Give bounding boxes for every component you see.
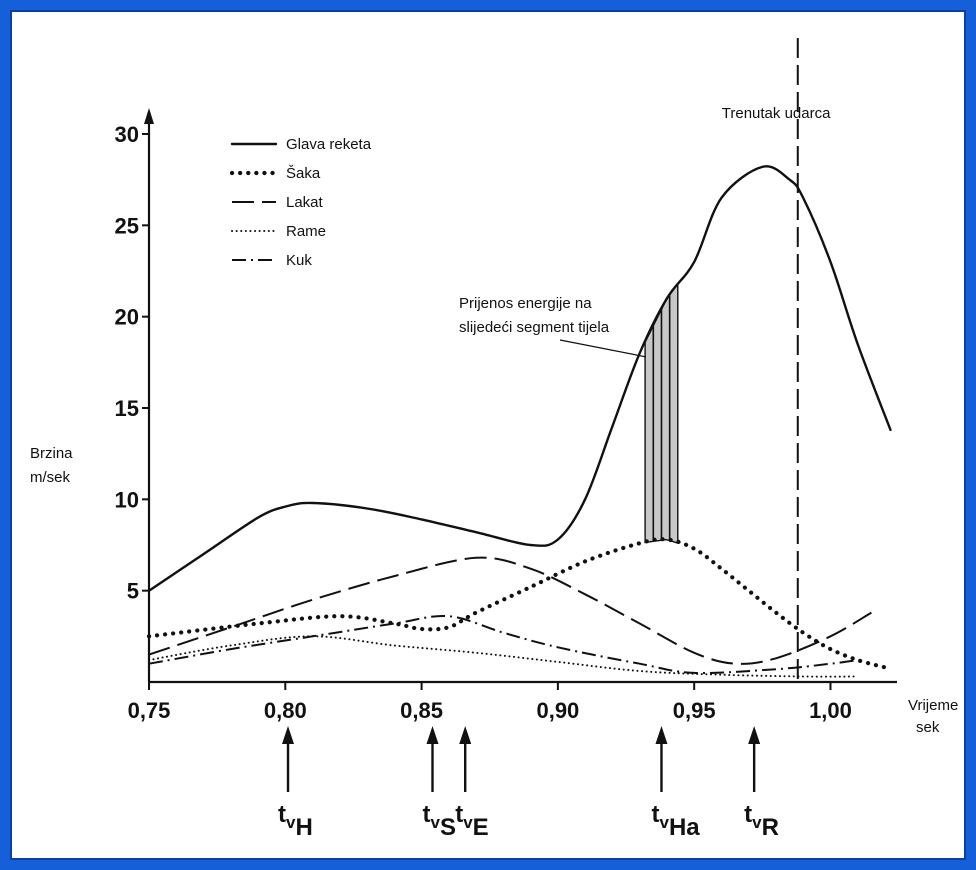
legend-entry-2: Lakat — [286, 194, 324, 211]
y-tick-label-1: 10 — [115, 487, 139, 512]
impact-line-label: Trenutak udarca — [722, 105, 831, 122]
time-marker-arrowhead-3 — [655, 726, 668, 744]
legend-entry-4: Kuk — [286, 252, 312, 269]
time-marker-label-3: tvHa — [651, 801, 700, 841]
x-tick-label-0: 0,75 — [128, 698, 171, 723]
x-tick-label-1: 0,80 — [264, 698, 307, 723]
energy-transfer-label-line1: Prijenos energije na — [459, 295, 592, 312]
time-marker-arrowhead-2 — [459, 726, 472, 744]
time-marker-label-0: tvH — [278, 801, 313, 841]
series-line-4 — [148, 614, 858, 675]
series-line-3 — [148, 635, 859, 678]
y-tick-label-3: 20 — [115, 305, 139, 330]
energy-transfer-leader — [559, 339, 646, 358]
x-tick-label-4: 0,95 — [673, 698, 716, 723]
time-marker-arrowhead-1 — [426, 726, 439, 744]
y-axis-arrow — [144, 108, 154, 124]
x-axis-label-line2: sek — [916, 719, 940, 736]
time-marker-label-2: tvE — [455, 801, 488, 841]
time-marker-arrowhead-0 — [282, 726, 295, 744]
time-marker-label-1: tvS — [422, 801, 455, 841]
y-tick-label-4: 25 — [115, 213, 139, 238]
x-tick-label-2: 0,85 — [400, 698, 443, 723]
y-tick-label-2: 15 — [115, 396, 139, 421]
x-tick-label-3: 0,90 — [536, 698, 579, 723]
series-line-0 — [147, 165, 892, 592]
energy-transfer-label-line2: slijedeći segment tijela — [459, 319, 610, 336]
chart-frame: 0,75 0,80 0,85 0,90 0,95 1,00 5 10 15 20 25 30 Brzin… — [10, 10, 966, 860]
velocity-chart: 0,75 0,80 0,85 0,90 0,95 1,00 5 10 15 20 25 30 Brzin… — [30, 38, 958, 841]
time-marker-label-4: tvR — [744, 801, 779, 841]
y-axis-label-line2: m/sek — [30, 469, 71, 486]
series-line-1 — [146, 537, 888, 670]
y-axis-label-line1: Brzina — [30, 445, 73, 462]
x-tick-label-5: 1,00 — [809, 698, 852, 723]
legend-entry-0: Glava reketa — [286, 136, 372, 153]
series-line-2 — [148, 556, 872, 665]
y-tick-label-0: 5 — [127, 579, 139, 604]
time-marker-arrowhead-4 — [748, 726, 761, 744]
legend-entry-1: Šaka — [286, 165, 321, 182]
legend-entry-3: Rame — [286, 223, 326, 240]
y-tick-label-5: 30 — [115, 122, 139, 147]
x-axis-label-line1: Vrijeme — [908, 697, 958, 714]
